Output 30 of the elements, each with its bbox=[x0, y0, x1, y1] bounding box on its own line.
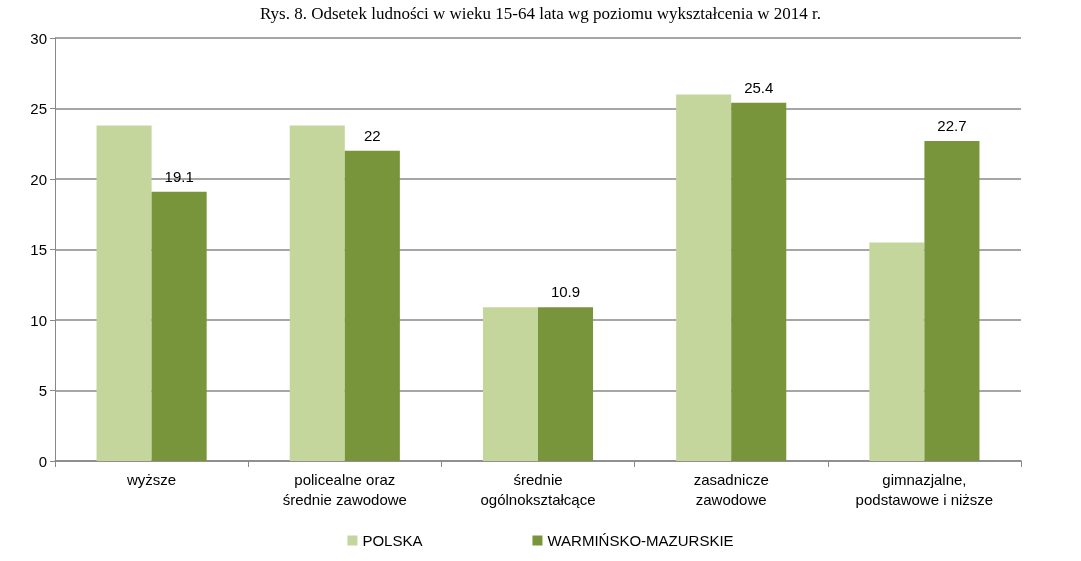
x-tick-label: wyższe bbox=[126, 470, 177, 488]
bar bbox=[869, 242, 925, 461]
y-tick-label: 30 bbox=[30, 29, 47, 47]
bar bbox=[482, 307, 538, 461]
data-label: 19.1 bbox=[164, 167, 194, 185]
bar bbox=[924, 140, 980, 461]
bar bbox=[96, 125, 152, 461]
bar bbox=[344, 150, 400, 461]
data-label: 10.9 bbox=[550, 283, 581, 301]
x-tick-label: zasadnicze zawodowe bbox=[693, 470, 769, 508]
x-tick-label: średnie ogólnokształcące bbox=[480, 470, 596, 508]
chart-title: Rys. 8. Odsetek ludności w wieku 15-64 lata wg poziomu wykształcenia w 2014 r. bbox=[259, 4, 822, 23]
x-tick-label: policealne oraz średnie zawodowe bbox=[282, 470, 407, 508]
y-tick-label: 15 bbox=[30, 241, 47, 258]
bar bbox=[289, 125, 345, 461]
x-tick-label: gimnazjalne, podstawowe i niższe bbox=[855, 470, 994, 508]
bar bbox=[151, 191, 207, 461]
legend-label: WARMIŃSKO-MAZURSKIE bbox=[547, 532, 734, 549]
data-label: 22 bbox=[363, 126, 381, 144]
data-label: 22.7 bbox=[937, 116, 967, 134]
y-tick-label: 10 bbox=[30, 311, 47, 329]
bar bbox=[538, 307, 594, 461]
bar bbox=[676, 94, 732, 461]
legend-label: POLSKA bbox=[362, 532, 423, 549]
y-tick-label: 25 bbox=[30, 100, 47, 117]
y-tick-label: 0 bbox=[38, 452, 47, 470]
y-tick-label: 5 bbox=[38, 382, 47, 399]
data-label: 25.4 bbox=[744, 78, 774, 96]
bar bbox=[731, 102, 787, 461]
y-tick-label: 20 bbox=[30, 170, 47, 188]
